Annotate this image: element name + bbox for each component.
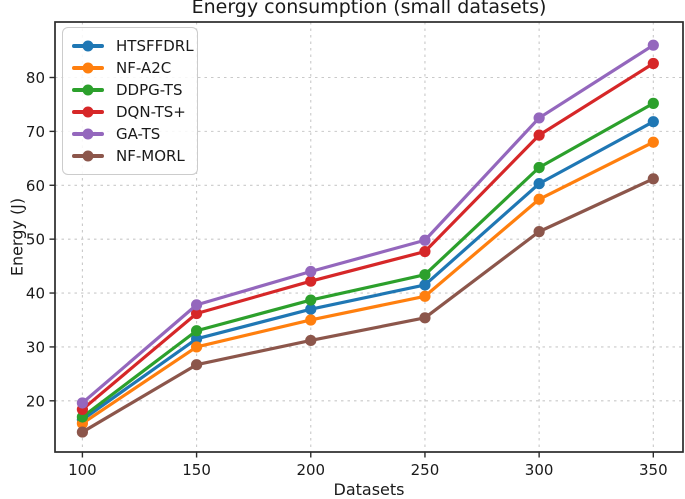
series-marker-GA-TS	[419, 234, 431, 246]
legend-line-marker-icon	[72, 40, 104, 52]
series-marker-DDPG-TS	[305, 294, 317, 306]
legend-dot-icon	[82, 106, 94, 118]
legend-label: NF-A2C	[116, 59, 172, 77]
series-marker-DQN-TS+	[190, 307, 203, 320]
series-line-HTSFFDRL	[80, 120, 655, 422]
x-tick-label: 150	[182, 461, 211, 479]
legend-dot-icon	[82, 84, 94, 96]
series-line-NF-MORL	[80, 177, 655, 434]
series-marker-GA-TS	[533, 112, 545, 124]
x-tick-label: 100	[68, 461, 97, 479]
series-marker-NF-A2C	[190, 341, 203, 353]
series-marker-HTSFFDRL	[533, 178, 545, 190]
x-tick-label: 250	[411, 461, 440, 479]
series-marker-DQN-TS+	[419, 245, 431, 258]
series-marker-NF-MORL	[305, 334, 317, 347]
series-marker-DQN-TS+	[647, 57, 659, 70]
legend-line-marker-icon	[72, 128, 104, 140]
series-line-GA-TS	[80, 43, 655, 405]
legend-dot-icon	[82, 40, 94, 52]
legend-item-dqn-ts-: DQN-TS+	[72, 101, 187, 123]
legend-dot-icon	[82, 128, 94, 140]
y-tick-label: 50	[26, 231, 45, 249]
x-tick-label: 350	[639, 461, 668, 479]
legend-item-nf-morl: NF-MORL	[72, 145, 187, 167]
series-marker-DDPG-TS	[533, 161, 545, 174]
legend-label: DDPG-TS	[116, 81, 183, 99]
series-marker-NF-A2C	[533, 193, 545, 205]
series-marker-HTSFFDRL	[190, 333, 203, 345]
y-tick-label: 40	[26, 285, 45, 303]
series-marker-DQN-TS+	[533, 129, 545, 141]
x-axis-label: Datasets	[333, 480, 405, 499]
series-marker-NF-A2C	[647, 136, 659, 148]
series-line-DQN-TS+	[80, 61, 655, 412]
y-axis-label: Energy (J)	[7, 197, 27, 277]
series-marker-GA-TS	[647, 39, 659, 51]
legend-label: HTSFFDRL	[116, 37, 194, 55]
x-tick-label: 300	[525, 461, 554, 479]
x-tick-label: 200	[296, 461, 325, 479]
legend: HTSFFDRL NF-A2C DDPG-TS DQN-TS+ GA-TS NF-MORL	[62, 27, 198, 175]
series-marker-DQN-TS+	[305, 275, 317, 287]
series-marker-GA-TS	[76, 397, 89, 409]
legend-line-marker-icon	[72, 62, 104, 74]
legend-item-ddpg-ts: DDPG-TS	[72, 79, 187, 101]
chart-title: Energy consumption (small datasets)	[191, 0, 547, 18]
y-tick-label: 30	[26, 338, 45, 356]
series-marker-NF-MORL	[533, 226, 545, 238]
plot-spines	[54, 21, 684, 453]
y-tick-label: 70	[26, 123, 45, 141]
legend-label: GA-TS	[116, 125, 161, 143]
series-marker-HTSFFDRL	[305, 303, 317, 315]
legend-line-marker-icon	[72, 150, 104, 162]
series-marker-NF-MORL	[190, 359, 203, 371]
series-line-DDPG-TS	[80, 101, 655, 419]
series-marker-HTSFFDRL	[647, 116, 659, 128]
y-tick-label: 80	[26, 69, 45, 87]
series-marker-NF-A2C	[305, 314, 317, 326]
series-marker-NF-MORL	[647, 173, 659, 185]
legend-item-nf-a2c: NF-A2C	[72, 57, 187, 79]
series-marker-NF-MORL	[419, 312, 431, 324]
y-tick-label: 60	[26, 177, 45, 195]
legend-label: DQN-TS+	[116, 103, 186, 121]
legend-item-htsffdrl: HTSFFDRL	[72, 35, 194, 57]
series-marker-GA-TS	[305, 265, 317, 278]
series-marker-DDPG-TS	[419, 269, 431, 281]
series-line-NF-A2C	[80, 140, 655, 426]
series-marker-GA-TS	[190, 299, 203, 311]
series-marker-NF-MORL	[76, 426, 89, 438]
series-marker-HTSFFDRL	[419, 279, 431, 291]
legend-line-marker-icon	[72, 106, 104, 118]
series-marker-NF-A2C	[419, 290, 431, 302]
legend-dot-icon	[82, 62, 94, 74]
legend-line-marker-icon	[72, 84, 104, 96]
series-marker-DDPG-TS	[190, 325, 203, 337]
series-marker-DDPG-TS	[647, 97, 659, 109]
y-tick-label: 20	[26, 392, 45, 410]
legend-dot-icon	[82, 150, 94, 162]
legend-item-ga-ts: GA-TS	[72, 123, 187, 145]
legend-label: NF-MORL	[116, 147, 185, 165]
